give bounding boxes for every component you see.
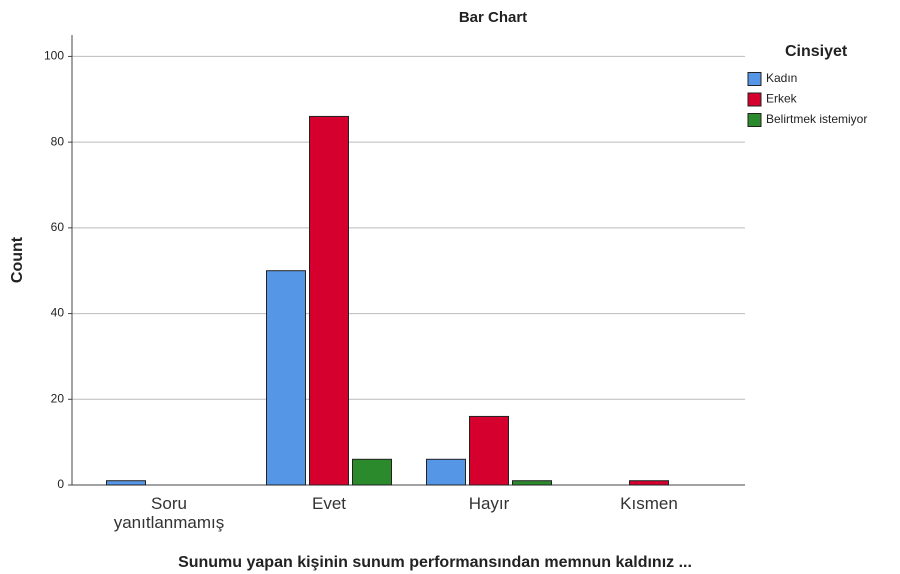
bar bbox=[266, 270, 306, 486]
legend-label: Kadın bbox=[766, 71, 797, 85]
bar bbox=[309, 115, 349, 486]
bar bbox=[352, 458, 392, 486]
bar bbox=[629, 480, 669, 486]
x-tick-label: Hayır bbox=[468, 494, 510, 513]
x-tick-label: Kısmen bbox=[620, 494, 678, 513]
legend-swatch bbox=[747, 72, 762, 86]
bar bbox=[426, 458, 466, 486]
legend-label: Erkek bbox=[766, 92, 798, 106]
y-tick-label: 40 bbox=[51, 306, 65, 320]
y-tick-label: 0 bbox=[57, 477, 64, 491]
legend-swatch bbox=[747, 92, 762, 107]
x-axis-title: Sunumu yapan kişinin sunum performansınd… bbox=[178, 554, 692, 571]
y-tick-label: 60 bbox=[51, 220, 65, 234]
bar bbox=[106, 480, 146, 486]
y-axis-title: Count bbox=[9, 236, 26, 283]
x-tick-label: Soru yanıtlanmamış bbox=[113, 494, 225, 532]
legend-swatch bbox=[747, 113, 762, 127]
legend-title: Cinsiyet bbox=[785, 43, 848, 60]
x-tick-label: Evet bbox=[311, 494, 347, 513]
y-tick-label: 20 bbox=[51, 391, 65, 405]
y-tick-label: 100 bbox=[44, 49, 64, 63]
legend-label: Belirtmek istemiyor bbox=[766, 112, 867, 126]
y-tick-label: 80 bbox=[51, 134, 65, 148]
bar bbox=[512, 480, 552, 486]
chart-title: Bar Chart bbox=[459, 9, 527, 26]
bar bbox=[469, 415, 509, 486]
